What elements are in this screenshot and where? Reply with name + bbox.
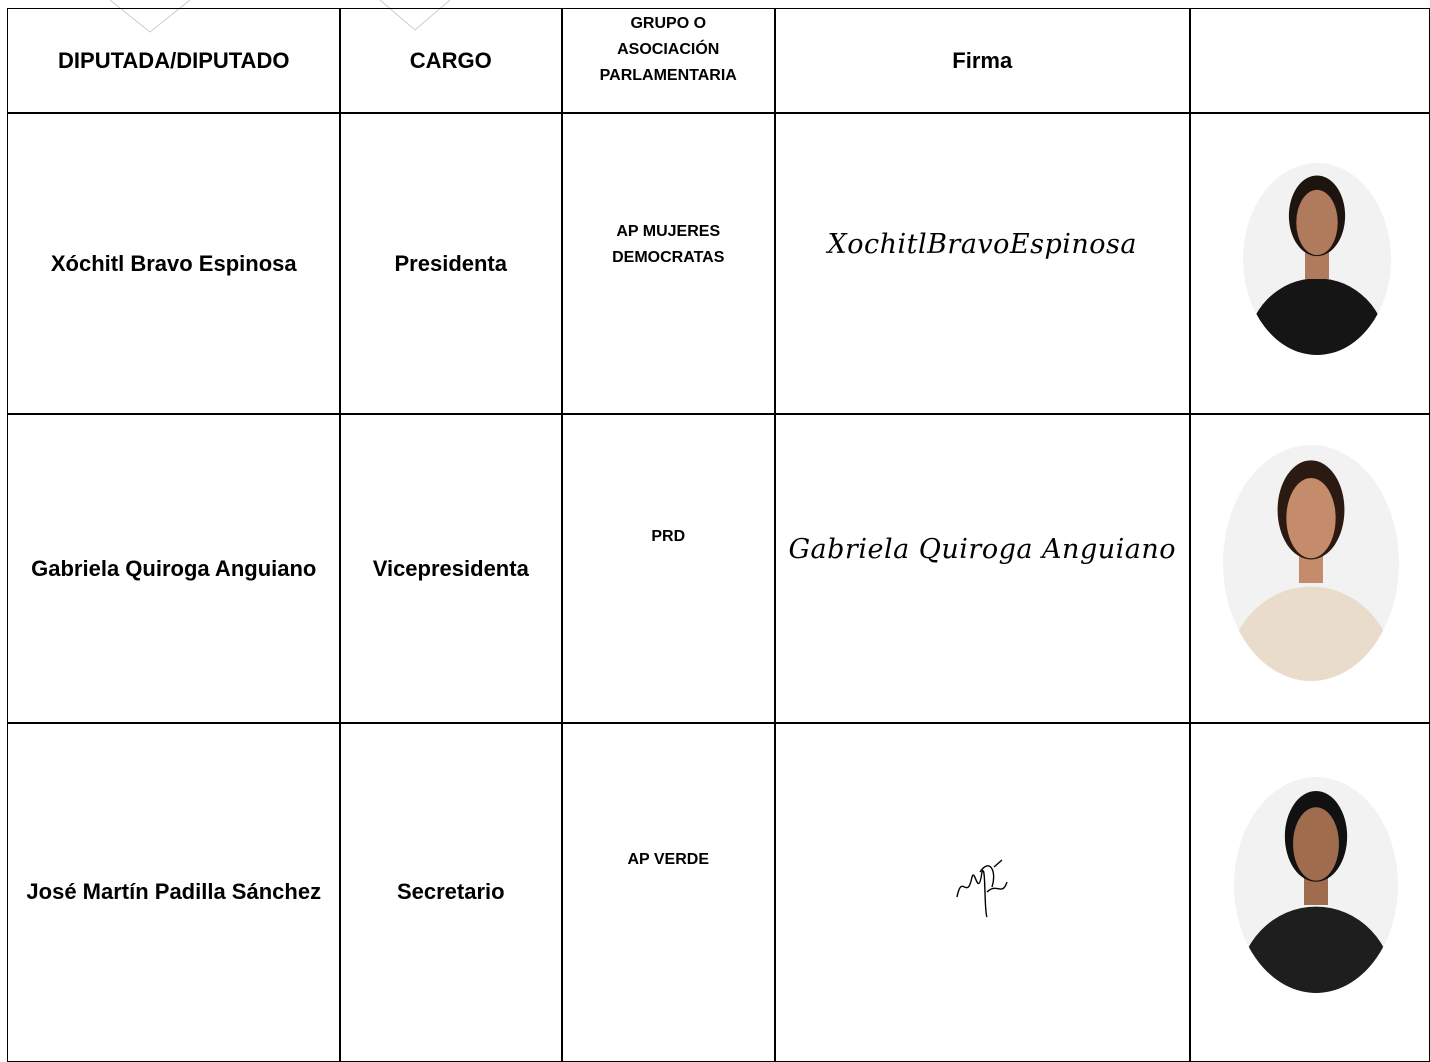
firma-cell <box>774 722 1191 1062</box>
firma-cell: Gabriela Quiroga Anguiano <box>774 413 1191 724</box>
header-cell: Firma <box>774 8 1191 114</box>
header-firma: Firma <box>952 48 1013 74</box>
header-cargo: CARGO <box>409 48 492 74</box>
name: José Martín Padilla Sánchez <box>26 879 322 905</box>
name: Gabriela Quiroga Anguiano <box>31 555 317 581</box>
group-name: AP MUJERES DEMOCRATAS <box>612 222 725 266</box>
header-cell: CARGO <box>339 8 563 114</box>
name-cell: Gabriela Quiroga Anguiano <box>7 413 341 724</box>
page: DIPUTADA/DIPUTADO CARGO GRUPO O ASOCIACIÓN… <box>7 0 1430 1062</box>
header-cell: GRUPO O ASOCIACIÓN PARLAMENTARIA <box>561 8 776 114</box>
grupo-cell: AP MUJERES DEMOCRATAS <box>561 112 776 415</box>
header-cell <box>1189 8 1430 114</box>
decoration <box>109 0 451 33</box>
cargo: Secretario <box>396 879 505 905</box>
name: Xóchitl Bravo Espinosa <box>50 250 297 276</box>
header-grupo: GRUPO O ASOCIACIÓN PARLAMENTARIA <box>599 15 737 84</box>
cargo-cell: Secretario <box>339 722 563 1062</box>
group-name: AP VERDE <box>627 851 709 868</box>
photo-cell <box>1189 413 1430 724</box>
group-name: PRD <box>651 527 686 545</box>
photo-cell <box>1189 112 1430 415</box>
photo-cell <box>1189 722 1430 1062</box>
grupo-cell: AP VERDE <box>561 722 776 1062</box>
cargo-cell: Vicepresidenta <box>339 413 563 724</box>
grupo-cell: PRD <box>561 413 776 724</box>
signature-scribble <box>956 859 1008 918</box>
name-cell: Xóchitl Bravo Espinosa <box>7 112 341 415</box>
cargo: Vicepresidenta <box>372 555 529 581</box>
cargo: Presidenta <box>394 250 508 276</box>
signature: XochitlBravoEspinosa <box>827 228 1138 260</box>
signature: Gabriela Quiroga Anguiano <box>788 533 1176 565</box>
firma-cell: XochitlBravoEspinosa <box>774 112 1191 415</box>
header-name: DIPUTADA/DIPUTADO <box>58 48 290 74</box>
name-cell: José Martín Padilla Sánchez <box>7 722 341 1062</box>
cargo-cell: Presidenta <box>339 112 563 415</box>
header-cell: DIPUTADA/DIPUTADO <box>7 8 341 114</box>
